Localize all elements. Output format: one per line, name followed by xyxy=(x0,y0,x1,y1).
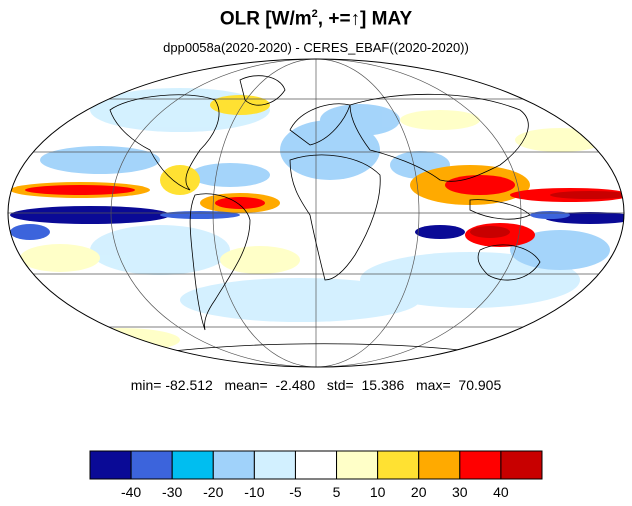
max-label: max= xyxy=(416,377,451,393)
tropical-cool-band xyxy=(10,206,624,240)
colorbar-swatch xyxy=(212,450,255,480)
colorbar-tick-label: 40 xyxy=(493,484,509,500)
colorbar-tick-label: -30 xyxy=(162,484,183,500)
colorbar-tick-label: 5 xyxy=(332,484,341,500)
colorbar-tick-label: -10 xyxy=(244,484,265,500)
colorbar-tick-label: 30 xyxy=(452,484,468,500)
world-map xyxy=(7,58,625,368)
asia xyxy=(349,93,529,182)
maritime-continent xyxy=(469,199,531,220)
std-label: std= xyxy=(326,377,354,393)
max-value: 70.905 xyxy=(458,377,502,393)
colorbar-tick-label: -5 xyxy=(289,484,302,500)
australia xyxy=(477,244,541,281)
mean-value: -2.480 xyxy=(275,377,316,393)
colorbar-swatch xyxy=(500,450,543,480)
mean-label: mean= xyxy=(224,377,268,393)
colorbar xyxy=(89,450,543,480)
colorbar-swatch xyxy=(294,450,338,480)
colorbar-swatch xyxy=(418,450,461,480)
map-border xyxy=(7,58,625,368)
colorbar-swatch xyxy=(130,450,173,480)
tropical-warm-band xyxy=(10,165,624,247)
colorbar-tick-label: -40 xyxy=(120,484,142,500)
colorbar-swatch xyxy=(377,450,420,480)
colorbar-swatch xyxy=(171,450,214,480)
africa xyxy=(289,154,381,281)
title-suffix: , +=↑] MAY xyxy=(317,8,413,30)
min-label: min= xyxy=(130,377,162,393)
min-value: -82.512 xyxy=(165,377,213,393)
colorbar-swatch xyxy=(459,450,502,480)
colorbar-tick-label: 10 xyxy=(369,484,386,500)
statistics-line: min= -82.512 mean= -2.480 std= 15.386 ma… xyxy=(0,377,632,393)
colorbar-swatch xyxy=(336,450,379,480)
greenland xyxy=(239,75,286,106)
colorbar-swatch xyxy=(253,450,296,480)
title-prefix: OLR [W/m xyxy=(219,8,312,30)
plot-title: OLR [W/m2, +=↑] MAY xyxy=(0,8,632,30)
plot-subtitle: dpp0058a(2020-2020) - CERES_EBAF((2020-2… xyxy=(163,40,469,55)
north-america xyxy=(109,94,220,191)
title-superscript: 2 xyxy=(311,8,318,20)
light-blue-patches xyxy=(40,88,610,322)
colorbar-tick-label: 20 xyxy=(410,484,427,500)
std-value: 15.386 xyxy=(361,377,405,393)
colorbar-tick-label: -20 xyxy=(203,484,224,500)
south-america xyxy=(189,193,251,331)
colorbar-swatch xyxy=(89,450,132,480)
